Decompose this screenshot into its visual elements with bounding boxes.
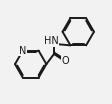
Text: N: N	[19, 46, 27, 56]
Text: O: O	[61, 56, 69, 66]
Text: HN: HN	[44, 36, 58, 46]
